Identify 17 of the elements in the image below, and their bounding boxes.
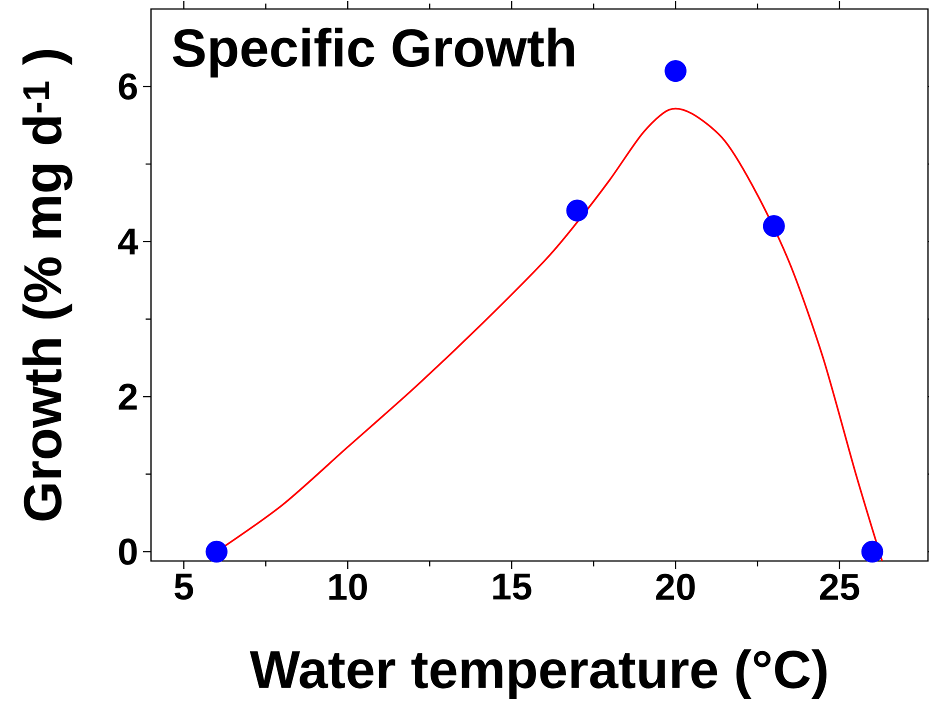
point	[566, 200, 588, 222]
point	[206, 540, 228, 563]
point	[664, 60, 686, 82]
x-axis-title: Water temperature (°C)	[250, 649, 826, 699]
y-tick-label: 2	[118, 384, 137, 410]
x-tick-label: 10	[329, 574, 367, 600]
y-tick-label: 6	[118, 73, 137, 100]
y-tick-label: 4	[118, 228, 138, 254]
point	[861, 540, 884, 563]
x-tick-label: 5	[174, 574, 194, 600]
y-axis-title: Growth (% mg d$^{-1}$ )	[22, 50, 72, 520]
x-tick-label: 15	[493, 574, 532, 600]
point	[762, 215, 785, 238]
x-tick-label: 20	[656, 574, 695, 600]
chart-title: Specific Growth	[172, 28, 574, 78]
y-tick-label: 0	[119, 538, 137, 565]
x-tick-label: 25	[820, 574, 860, 600]
